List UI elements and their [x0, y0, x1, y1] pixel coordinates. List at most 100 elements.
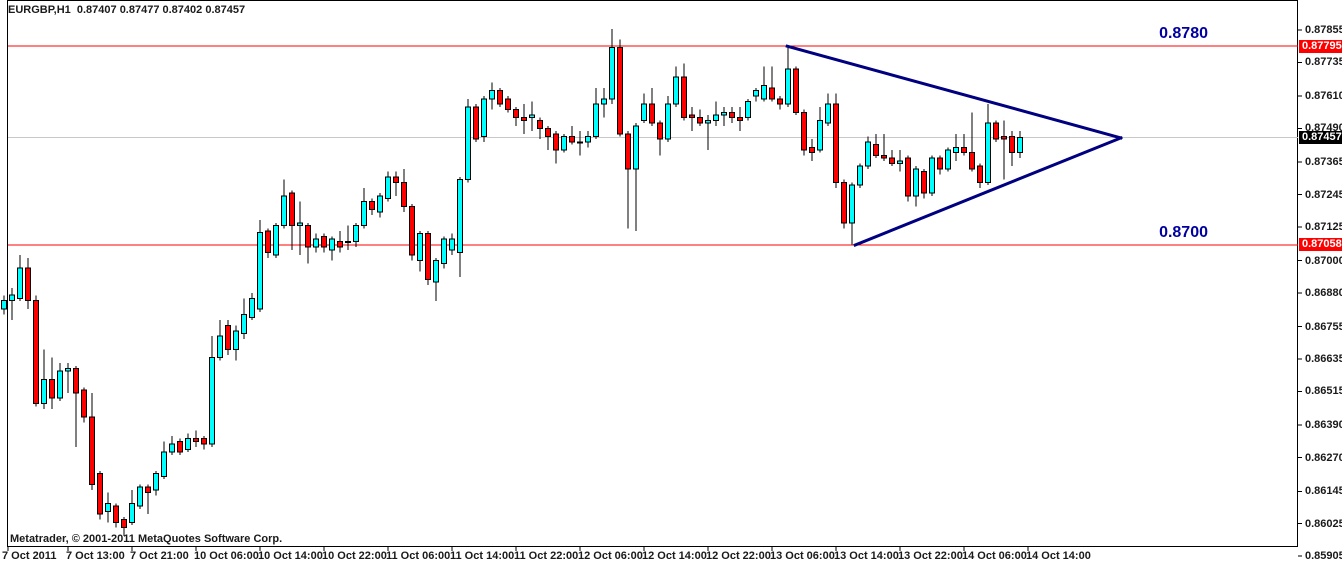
candle-body	[217, 335, 223, 359]
candle-body	[801, 111, 807, 151]
candle-body	[265, 230, 271, 254]
candle-body	[281, 195, 287, 227]
candle-body	[913, 168, 919, 197]
time-axis-label: 14 Oct 06:00	[962, 550, 1027, 562]
candle-body	[409, 206, 415, 256]
candle-body	[161, 451, 167, 477]
time-axis-label: 11 Oct 14:00	[450, 550, 515, 562]
price-axis-label: 0.86145	[1305, 485, 1342, 498]
candle-body	[369, 200, 375, 210]
candle-body	[857, 165, 863, 186]
plot-border	[7, 0, 1298, 547]
time-axis-label: 10 Oct 14:00	[258, 550, 323, 562]
candle-body	[881, 154, 887, 159]
candle-body	[737, 117, 743, 121]
candle-body	[585, 136, 591, 143]
candle-body	[985, 122, 991, 183]
time-axis-label: 12 Oct 14:00	[642, 550, 707, 562]
time-axis-label: 12 Oct 06:00	[578, 550, 643, 562]
candle-body	[433, 260, 439, 283]
candle-body	[481, 98, 487, 138]
candle-body	[745, 100, 751, 119]
candle-body	[321, 235, 327, 248]
candle-body	[625, 133, 631, 170]
candle-body	[353, 225, 359, 243]
price-axis-label: 0.87735	[1305, 56, 1342, 69]
candle-body	[137, 486, 143, 507]
copyright-text: Metatrader, © 2001-2011 MetaQuotes Softw…	[10, 533, 283, 545]
candle-body	[289, 192, 295, 227]
price-axis-label: 0.86635	[1305, 353, 1342, 366]
time-axis-label: 13 Oct 06:00	[770, 550, 835, 562]
candle-body	[601, 98, 607, 105]
candle-body	[425, 233, 431, 281]
candle-body	[361, 200, 367, 227]
candle-body	[833, 103, 839, 183]
candle-body	[873, 144, 879, 156]
price-axis-label: 0.87245	[1305, 188, 1342, 201]
price-axis-label: 0.86515	[1305, 385, 1342, 398]
candle-body	[449, 238, 455, 251]
candle-body	[33, 299, 39, 405]
price-axis-label: 0.85905	[1305, 550, 1342, 562]
candle-body	[505, 98, 511, 111]
candle-body	[633, 125, 639, 170]
candle-body	[521, 117, 527, 121]
candle-body	[729, 111, 735, 119]
candle-body	[569, 136, 575, 143]
time-axis-label: 10 Oct 22:00	[322, 550, 387, 562]
candle-body	[233, 330, 239, 351]
candle-body	[977, 165, 983, 183]
candle-body	[337, 241, 343, 248]
candle-body	[441, 238, 447, 264]
candle-body	[473, 106, 479, 140]
candle-body	[545, 127, 551, 138]
triangle-trendline[interactable]	[853, 135, 1123, 247]
candle-body	[825, 103, 831, 124]
candle-body	[153, 473, 159, 491]
time-axis-label: 13 Oct 22:00	[898, 550, 963, 562]
candle-body	[777, 98, 783, 105]
candle-body	[817, 119, 823, 151]
candle-body	[785, 68, 791, 105]
time-axis-label: 11 Oct 06:00	[386, 550, 451, 562]
candle-body	[129, 502, 135, 523]
triangle-trendline[interactable]	[785, 44, 1123, 140]
candle-body	[225, 324, 231, 351]
time-axis-label: 10 Oct 06:00	[194, 550, 259, 562]
candle-body	[393, 176, 399, 183]
candle-body	[513, 109, 519, 119]
candle-body	[81, 389, 87, 418]
candle-body	[865, 141, 871, 167]
candle-body	[169, 443, 175, 453]
candle-body	[113, 505, 119, 523]
candle-body	[945, 149, 951, 170]
candle-body	[681, 76, 687, 119]
hline-text-label[interactable]: 0.8700	[1159, 223, 1208, 241]
candle-body	[73, 368, 79, 394]
price-axis-label: 0.86880	[1305, 287, 1342, 299]
candle-body	[457, 179, 463, 254]
candle-body	[713, 114, 719, 121]
hline-price-badge: 0.87058	[1299, 238, 1342, 252]
candle-body	[497, 90, 503, 105]
candle-body	[1009, 136, 1015, 154]
hline-price-badge: 0.87795	[1299, 39, 1342, 53]
candle-body	[617, 47, 623, 135]
candle-body	[1, 299, 7, 310]
candle-body	[193, 438, 199, 442]
candle-body	[609, 47, 615, 100]
candle-body	[297, 222, 303, 227]
candle-body	[41, 378, 47, 405]
candle-body	[969, 152, 975, 170]
price-axis-label: 0.86755	[1305, 320, 1342, 333]
price-axis-label: 0.87365	[1305, 156, 1342, 169]
candle-body	[537, 119, 543, 129]
candle-body	[49, 378, 55, 399]
candle-body	[993, 122, 999, 140]
candle-body	[649, 103, 655, 124]
price-axis-label: 0.87855	[1305, 24, 1342, 36]
hline-text-label[interactable]: 0.8780	[1159, 25, 1208, 43]
candle-body	[529, 114, 535, 119]
